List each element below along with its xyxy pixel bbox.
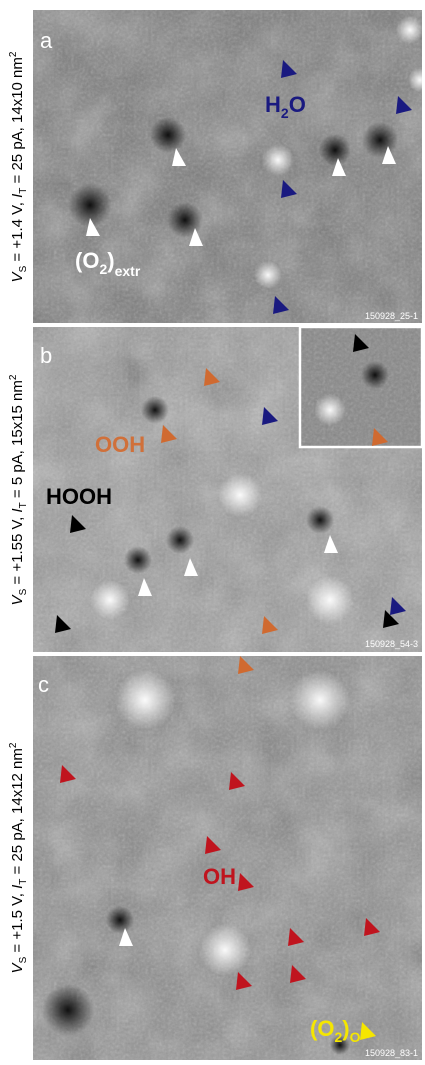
image-id: 150928_54-3 (365, 639, 418, 649)
text-part: (O (75, 248, 99, 273)
text-part: HOOH (46, 484, 112, 509)
side-labels: VS = +1.4 V, IT = 25 pA, 14x10 nm2 VS = … (8, 51, 29, 973)
text-part: 2 (334, 1029, 342, 1045)
text-part: OH (203, 864, 236, 889)
text-part: 2 (8, 374, 19, 380)
text-part: 2 (8, 51, 19, 57)
figure: a b c 150928_25-1 150928_54-3 150928_83-… (0, 0, 425, 1065)
image-id: 150928_83-1 (365, 1048, 418, 1058)
text-part: = 25 pA, 14x10 nm (9, 57, 26, 188)
panel-letter: c (38, 672, 49, 697)
text-part: 2 (8, 742, 19, 748)
text-part: ) (342, 1016, 349, 1041)
image-id: 150928_25-1 (365, 311, 418, 321)
text-part: extr (115, 263, 141, 279)
text-part: O (350, 1029, 361, 1045)
text-part: 2 (281, 105, 289, 121)
text-part: OOH (95, 432, 145, 457)
text-part: ) (107, 248, 114, 273)
text-part: (O (310, 1016, 334, 1041)
species-label: OH (203, 864, 236, 889)
panel-a-image (33, 10, 425, 323)
panel-letter: a (40, 28, 53, 53)
species-label: OOH (95, 432, 145, 457)
side-label: VS = +1.55 V, IT = 5 pA, 15x15 nm2 (8, 374, 29, 605)
text-part: = 5 pA, 15x15 nm (9, 380, 26, 502)
text-part: O (289, 92, 306, 117)
panel-letter: b (40, 343, 52, 368)
text-part: = +1.4 V, (9, 198, 26, 266)
side-label: VS = +1.5 V, IT = 25 pA, 14x12 nm2 (8, 742, 29, 973)
species-label: HOOH (46, 484, 112, 509)
text-part: H (265, 92, 281, 117)
side-label: VS = +1.4 V, IT = 25 pA, 14x10 nm2 (8, 51, 29, 282)
panel-c-image (33, 656, 422, 1060)
text-part: = 25 pA, 14x12 nm (9, 748, 26, 879)
text-part: 2 (99, 261, 107, 277)
text-part: = +1.5 V, (9, 889, 26, 957)
text-part: = +1.55 V, (9, 513, 26, 589)
